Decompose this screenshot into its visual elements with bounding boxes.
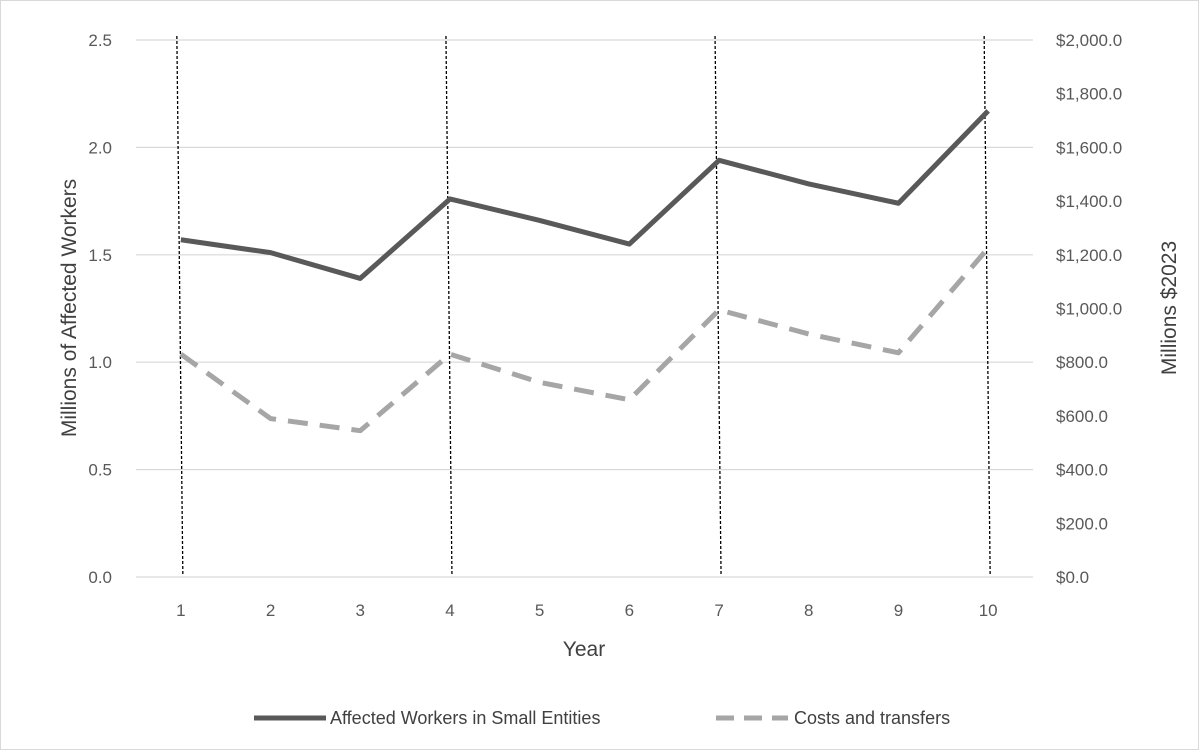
x-tick-label: 10 xyxy=(979,601,998,620)
legend-label-costs: Costs and transfers xyxy=(794,708,950,728)
right-tick-label: $1,400.0 xyxy=(1056,192,1122,211)
x-tick-label: 9 xyxy=(894,601,903,620)
vertical-marker xyxy=(714,35,722,576)
right-tick-label: $1,600.0 xyxy=(1056,138,1122,157)
x-tick-label: 7 xyxy=(714,601,723,620)
right-tick-label: $1,200.0 xyxy=(1056,246,1122,265)
left-axis-title: Millions of Affected Workers xyxy=(58,179,81,437)
right-tick-label: $2,000.0 xyxy=(1056,31,1122,50)
vertical-marker xyxy=(176,35,184,576)
right-tick-label: $800.0 xyxy=(1056,353,1108,372)
right-tick-label: $600.0 xyxy=(1056,407,1108,426)
right-tick-label: $400.0 xyxy=(1056,461,1108,480)
left-tick-label: 2.0 xyxy=(88,138,112,157)
gridlines xyxy=(136,39,1033,578)
x-tick-label: 1 xyxy=(176,601,185,620)
left-tick-label: 1.0 xyxy=(88,353,112,372)
series-line-1 xyxy=(180,109,990,281)
left-tick-label: 0.5 xyxy=(88,461,112,480)
legend-label-workers: Affected Workers in Small Entities xyxy=(330,708,600,728)
legend: Affected Workers in Small Entities Costs… xyxy=(254,708,950,728)
x-tick-label: 2 xyxy=(266,601,275,620)
vertical-marker xyxy=(445,35,453,576)
x-axis-ticks: 1 2 3 4 5 6 7 8 9 10 xyxy=(176,601,997,620)
series-line-2 xyxy=(179,246,991,434)
left-tick-label: 1.5 xyxy=(88,246,112,265)
left-axis-ticks: 0.0 0.5 1.0 1.5 2.0 2.5 xyxy=(88,31,112,587)
right-tick-label: $1,000.0 xyxy=(1056,300,1122,319)
x-axis-title: Year xyxy=(563,638,605,661)
vertical-markers xyxy=(176,35,991,576)
left-tick-label: 2.5 xyxy=(88,31,112,50)
x-tick-label: 3 xyxy=(356,601,365,620)
right-tick-label: $0.0 xyxy=(1056,568,1089,587)
right-tick-label: $200.0 xyxy=(1056,514,1108,533)
x-tick-label: 5 xyxy=(535,601,544,620)
x-tick-label: 6 xyxy=(625,601,634,620)
right-tick-label: $1,800.0 xyxy=(1056,85,1122,104)
series-layer xyxy=(179,109,991,434)
right-axis-title: Millions $2023 xyxy=(1158,241,1181,375)
left-tick-label: 0.0 xyxy=(88,568,112,587)
x-tick-label: 8 xyxy=(804,601,813,620)
right-axis-ticks: $0.0 $200.0 $400.0 $600.0 $800.0 $1,000.0 $1,2… xyxy=(1056,31,1122,587)
x-tick-label: 4 xyxy=(445,601,454,620)
